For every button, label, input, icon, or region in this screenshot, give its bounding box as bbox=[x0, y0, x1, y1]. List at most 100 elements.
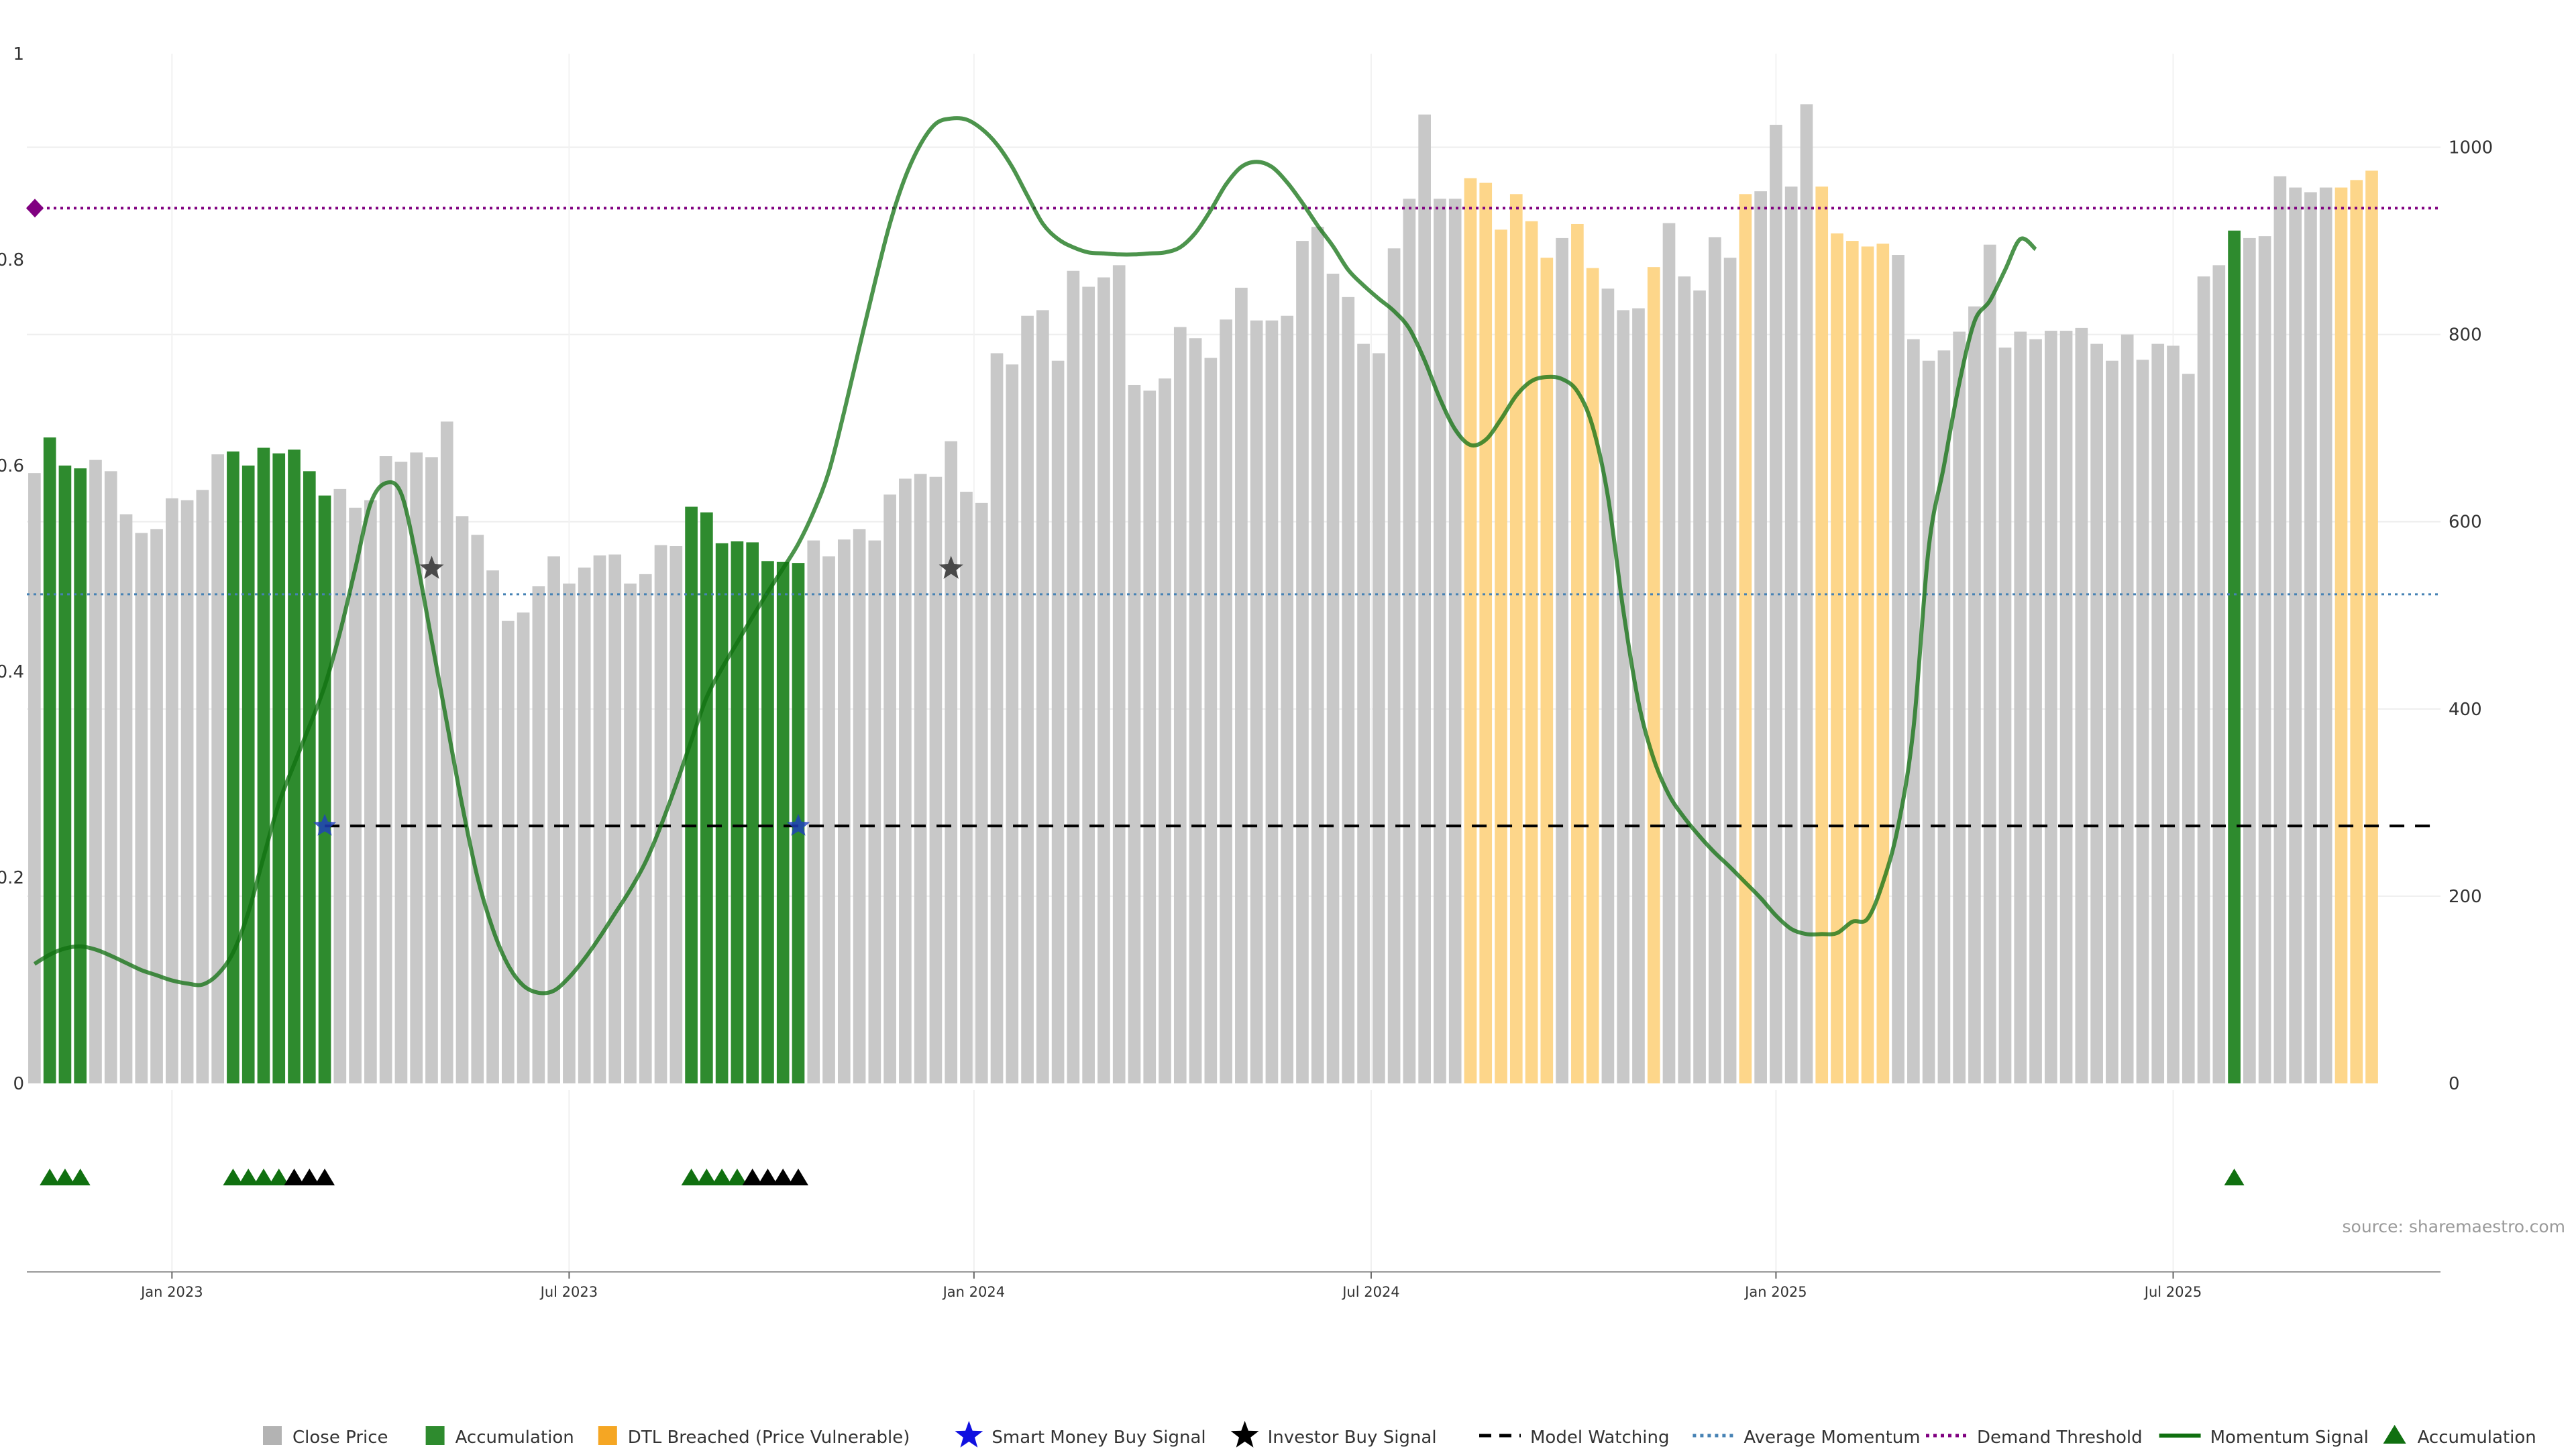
dtl-breached-bar bbox=[1509, 194, 1523, 1084]
close-price-bar bbox=[2121, 334, 2134, 1083]
close-price-bar bbox=[379, 456, 392, 1083]
right-axis-tick: 400 bbox=[2449, 700, 2482, 720]
investor-star bbox=[419, 555, 444, 579]
dtl-breached-bar bbox=[1586, 268, 1599, 1083]
legend-label: Momentum Signal bbox=[2210, 1428, 2369, 1448]
close-price-bar bbox=[89, 460, 102, 1083]
dtl-breached-bar bbox=[1815, 186, 1829, 1083]
close-price-bar bbox=[1937, 350, 1951, 1083]
close-price-bar bbox=[899, 478, 912, 1083]
momentum-signal-line bbox=[33, 116, 2037, 996]
close-price-bar bbox=[1403, 199, 1416, 1084]
accumulation-bar bbox=[257, 447, 270, 1083]
legend-swatch bbox=[1230, 1421, 1259, 1448]
close-price-bar bbox=[1387, 248, 1401, 1084]
close-price-bar bbox=[1998, 347, 2012, 1083]
close-price-bar bbox=[2197, 276, 2210, 1084]
legend-item: DTL Breached (Price Vulnerable) bbox=[598, 1426, 910, 1448]
close-price-bar bbox=[639, 574, 652, 1083]
close-price-bar bbox=[1097, 277, 1110, 1083]
accumulation-bar bbox=[241, 466, 255, 1083]
accumulation-bar bbox=[272, 453, 286, 1083]
close-price-bar bbox=[2151, 343, 2165, 1084]
accumulation-bar bbox=[731, 541, 744, 1083]
close-price-bar bbox=[1281, 315, 1294, 1083]
close-price-bar bbox=[1983, 244, 1996, 1083]
close-price-bar bbox=[1311, 227, 1324, 1084]
close-price-bar bbox=[1173, 327, 1187, 1084]
dtl-breached-bar bbox=[1525, 221, 1538, 1083]
legend-label: Investor Buy Signal bbox=[1268, 1428, 1437, 1448]
x-axis: Jan 2023 Jul 2023 Jan 2024 Jul 2024 Jan 2025… bbox=[27, 1271, 2440, 1300]
demand-threshold-marker bbox=[26, 199, 44, 218]
left-axis-tick: 0 bbox=[13, 1074, 24, 1094]
investor-marker bbox=[773, 1169, 794, 1185]
close-price-bar bbox=[1357, 343, 1370, 1084]
legend-item: Demand Threshold bbox=[1926, 1428, 2143, 1448]
close-price-bar bbox=[2075, 327, 2088, 1084]
legend-item: Close Price bbox=[263, 1426, 388, 1448]
close-price-bar bbox=[1296, 241, 1309, 1083]
legend-swatch bbox=[425, 1426, 445, 1445]
right-axis: 0 200 400 600 800 1000 bbox=[2449, 138, 2493, 1094]
close-price-bar bbox=[165, 498, 178, 1083]
close-price-bar bbox=[1723, 258, 1737, 1083]
accumulation-bar bbox=[43, 437, 56, 1083]
dtl-breached-bar bbox=[1876, 244, 1890, 1083]
x-axis-tick-label: Jan 2025 bbox=[1743, 1284, 1807, 1300]
close-price-bar bbox=[1922, 360, 1935, 1083]
legend-swatch bbox=[955, 1421, 983, 1448]
left-axis-tick: 0.4 bbox=[0, 662, 24, 682]
dtl-breached-bar bbox=[1647, 267, 1660, 1084]
investor-marker bbox=[315, 1169, 335, 1185]
accumulation-marker bbox=[253, 1169, 274, 1185]
accumulation-bar bbox=[303, 471, 316, 1083]
close-price-bar bbox=[1448, 199, 1462, 1084]
accumulation-bar bbox=[761, 561, 774, 1083]
dtl-breached-bar bbox=[1845, 241, 1859, 1083]
accumulation-marker bbox=[54, 1169, 75, 1185]
left-axis-tick: 0.6 bbox=[0, 456, 24, 476]
signal-markers bbox=[313, 555, 963, 836]
close-price-bar bbox=[1326, 273, 1340, 1083]
legend-swatch bbox=[263, 1426, 282, 1445]
close-price-bar bbox=[960, 492, 973, 1083]
close-price-bar bbox=[104, 471, 117, 1083]
accumulation-bar bbox=[715, 543, 729, 1083]
accumulation-bar bbox=[746, 542, 759, 1083]
x-axis-tick-label: Jul 2023 bbox=[539, 1284, 598, 1300]
investor-marker bbox=[299, 1169, 320, 1185]
close-price-bar bbox=[440, 421, 453, 1083]
legend-label: Accumulation bbox=[2418, 1428, 2536, 1448]
close-price-bar bbox=[2289, 187, 2302, 1083]
accumulation-bar bbox=[227, 451, 239, 1083]
close-price-bar bbox=[1892, 255, 1904, 1084]
investor-marker bbox=[742, 1169, 763, 1185]
close-price-bar bbox=[425, 457, 438, 1083]
dtl-breached-bar bbox=[1479, 182, 1493, 1083]
investor-marker bbox=[788, 1169, 808, 1185]
close-price-bar bbox=[28, 473, 41, 1083]
close-price-bar bbox=[2273, 176, 2287, 1083]
close-price-bar bbox=[624, 583, 637, 1083]
dtl-breached-bar bbox=[1739, 194, 1752, 1084]
close-price-bar bbox=[180, 500, 194, 1083]
left-axis-tick: 0.2 bbox=[0, 868, 24, 888]
accumulation-marker bbox=[268, 1169, 289, 1185]
close-price-bar bbox=[1953, 331, 1966, 1084]
close-price-bar bbox=[2304, 192, 2317, 1083]
close-price-bar bbox=[1006, 364, 1019, 1083]
accumulation-marker bbox=[223, 1169, 244, 1185]
accumulation-marker bbox=[40, 1169, 60, 1185]
dtl-breached-bar bbox=[1861, 246, 1874, 1083]
close-price-bar bbox=[1235, 287, 1248, 1083]
close-price-bar bbox=[1342, 297, 1355, 1084]
investor-marker bbox=[757, 1169, 778, 1185]
x-axis-tick-label: Jan 2023 bbox=[140, 1284, 203, 1300]
close-price-bar bbox=[914, 474, 927, 1083]
close-price-bar bbox=[1265, 320, 1279, 1083]
accumulation-marker bbox=[2224, 1169, 2245, 1185]
legend-item: Average Momentum bbox=[1693, 1428, 1921, 1448]
close-price-bar bbox=[517, 612, 530, 1083]
accumulation-bar bbox=[700, 512, 713, 1083]
